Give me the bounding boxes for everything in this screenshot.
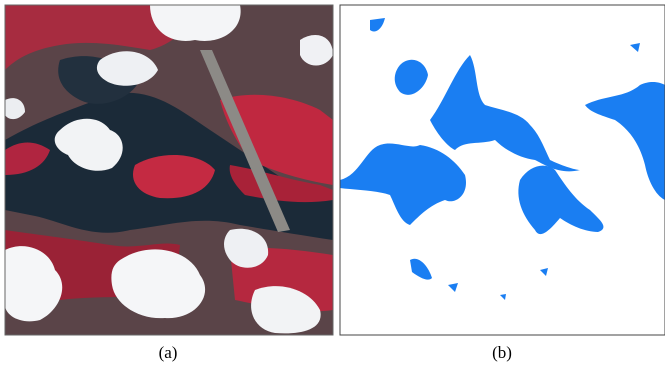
panel-frame [4, 4, 334, 336]
panel-frame [339, 4, 665, 336]
satellite-image [5, 5, 333, 335]
water-mask [340, 5, 665, 335]
panel-label: (a) [159, 343, 178, 362]
panel-label: (b) [492, 343, 512, 362]
